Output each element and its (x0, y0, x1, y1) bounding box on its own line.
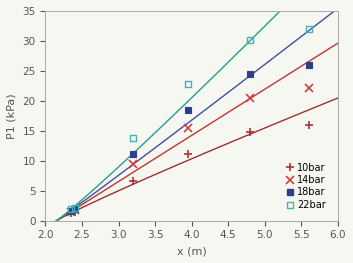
X-axis label: x (m): x (m) (177, 246, 207, 256)
Y-axis label: P1 (kPa): P1 (kPa) (7, 93, 17, 139)
Legend: 10bar, 14bar, 18bar, 22bar: 10bar, 14bar, 18bar, 22bar (282, 159, 330, 214)
